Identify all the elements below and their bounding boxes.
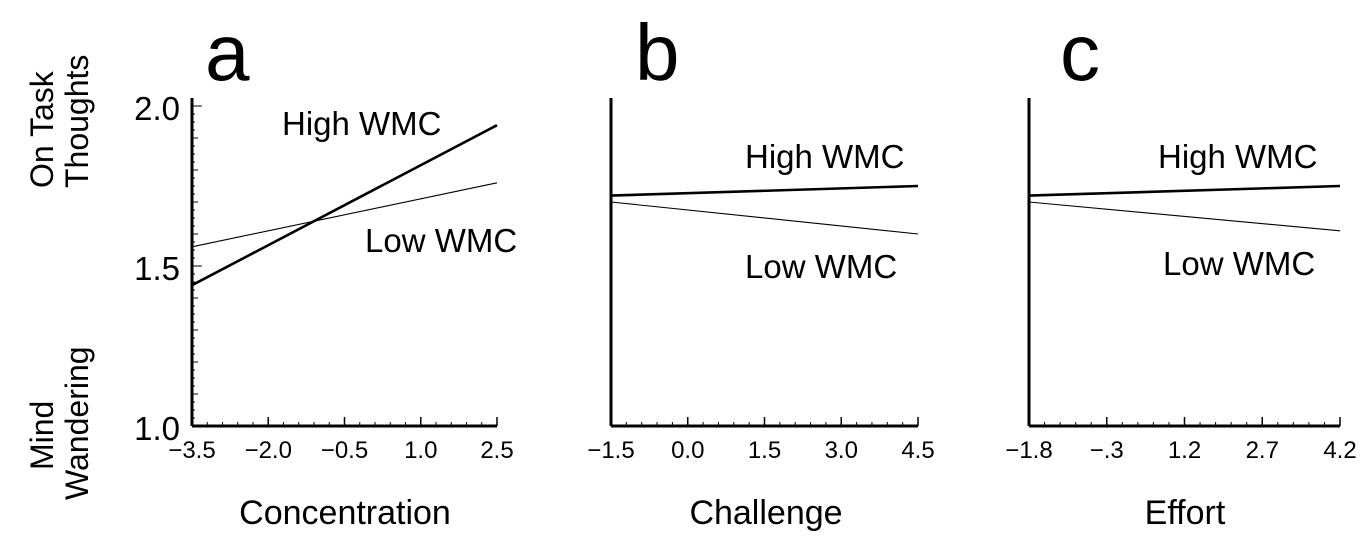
panel-c: c −1.8 −.3 1.2 2.7 4.2 Effort High WMC Low WMC [1005, 8, 1356, 532]
x-tick-label: 1.2 [1168, 437, 1201, 464]
y-tick-label: 2.0 [134, 90, 180, 127]
x-tick-label: −1.5 [587, 437, 634, 464]
panel-letter: b [635, 8, 680, 97]
series-line-low-wmc [610, 201, 919, 235]
x-tick-label: 1.0 [404, 437, 437, 464]
series-line-high-wmc [610, 184, 919, 197]
y-axis-title-bottom: Mind Wandering [24, 346, 95, 500]
x-tick-label: 2.7 [1246, 437, 1279, 464]
x-axis-title: Concentration [239, 494, 451, 532]
x-tick-label: 3.0 [825, 437, 858, 464]
x-tick-label: −2.0 [245, 437, 292, 464]
y-tick-label: 1.5 [134, 250, 180, 287]
series-label: Low WMC [1163, 245, 1315, 282]
x-tick-label: −.3 [1090, 437, 1124, 464]
y-tick-labels: 2.0 1.5 1.0 [134, 90, 180, 447]
series-line-low-wmc [1028, 201, 1341, 232]
x-tick-label: 0.0 [671, 437, 704, 464]
x-tick-label: −3.5 [168, 437, 215, 464]
y-title-top-line-2: Thoughts [59, 55, 95, 188]
series-line-low-wmc [191, 182, 498, 248]
series-label: Low WMC [745, 248, 897, 285]
x-tick-label: 4.2 [1323, 437, 1356, 464]
y-title-bottom-line-1: Mind [24, 401, 60, 470]
y-title-bottom-line-2: Wandering [59, 346, 95, 500]
panel-a: a −3.5 −2.0 −0.5 1.0 2.5 Concentration High WMC… [168, 8, 517, 532]
x-axis-title: Effort [1145, 494, 1226, 532]
panel-letter: c [1060, 8, 1100, 97]
series-label: Low WMC [365, 222, 517, 259]
y-title-top-line-1: On Task [24, 70, 60, 188]
series-label: High WMC [282, 105, 442, 142]
panel-letter: a [205, 8, 250, 97]
chart-panels: a −3.5 −2.0 −0.5 1.0 2.5 Concentration High WMC… [168, 8, 1356, 532]
x-tick-label: −1.8 [1005, 437, 1052, 464]
series-line-high-wmc [1028, 184, 1341, 197]
y-axis-title-top: On Task Thoughts [24, 55, 95, 188]
series-label: High WMC [745, 138, 905, 175]
x-tick-label: 2.5 [480, 437, 513, 464]
x-axis-title: Challenge [689, 494, 842, 532]
series-line-high-wmc [191, 124, 498, 287]
y-tick-label: 1.0 [134, 410, 180, 447]
x-tick-label: 4.5 [901, 437, 934, 464]
x-tick-label: 1.5 [748, 437, 781, 464]
x-tick-label: −0.5 [321, 437, 368, 464]
panel-b: b −1.5 0.0 1.5 3.0 4.5 Challenge High WMC Low WM… [587, 8, 934, 532]
series-label: High WMC [1158, 138, 1318, 175]
